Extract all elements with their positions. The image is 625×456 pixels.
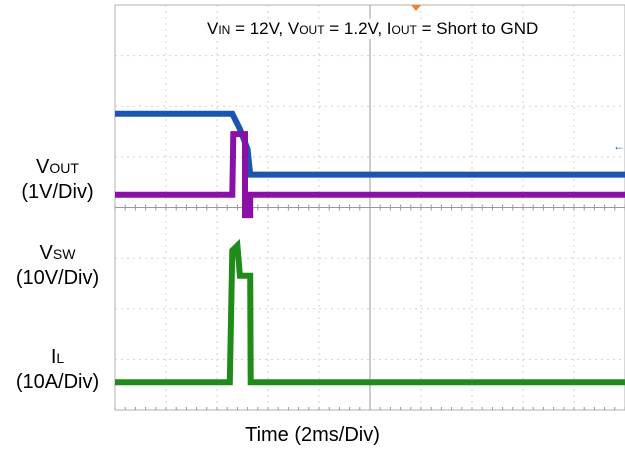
vout-channel-label: VOUT (1V/Div) (0, 155, 115, 204)
x-axis-label: Time (2ms/Div) (245, 424, 380, 446)
test-conditions: VIN = 12V, VOUT = 1.2V, IOUT = Short to … (205, 19, 541, 39)
il-channel-label: IL (10A/Div) (0, 345, 115, 394)
vsw-scale: (10V/Div) (15, 267, 100, 289)
vsw-name: VSW (39, 242, 76, 264)
vsw-channel-label: VSW (10V/Div) (0, 241, 115, 290)
il-trace (115, 238, 625, 386)
trigger-marker (411, 5, 421, 11)
grid (114, 5, 625, 410)
vout-scale: (1V/Div) (21, 181, 94, 203)
traces (115, 110, 625, 386)
ref-arrow-icon: ← (613, 139, 625, 153)
il-name: IL (50, 346, 65, 368)
il-scale: (10A/Div) (15, 371, 100, 393)
vout-name: VOUT (36, 156, 79, 178)
vsw-trace (115, 131, 625, 219)
